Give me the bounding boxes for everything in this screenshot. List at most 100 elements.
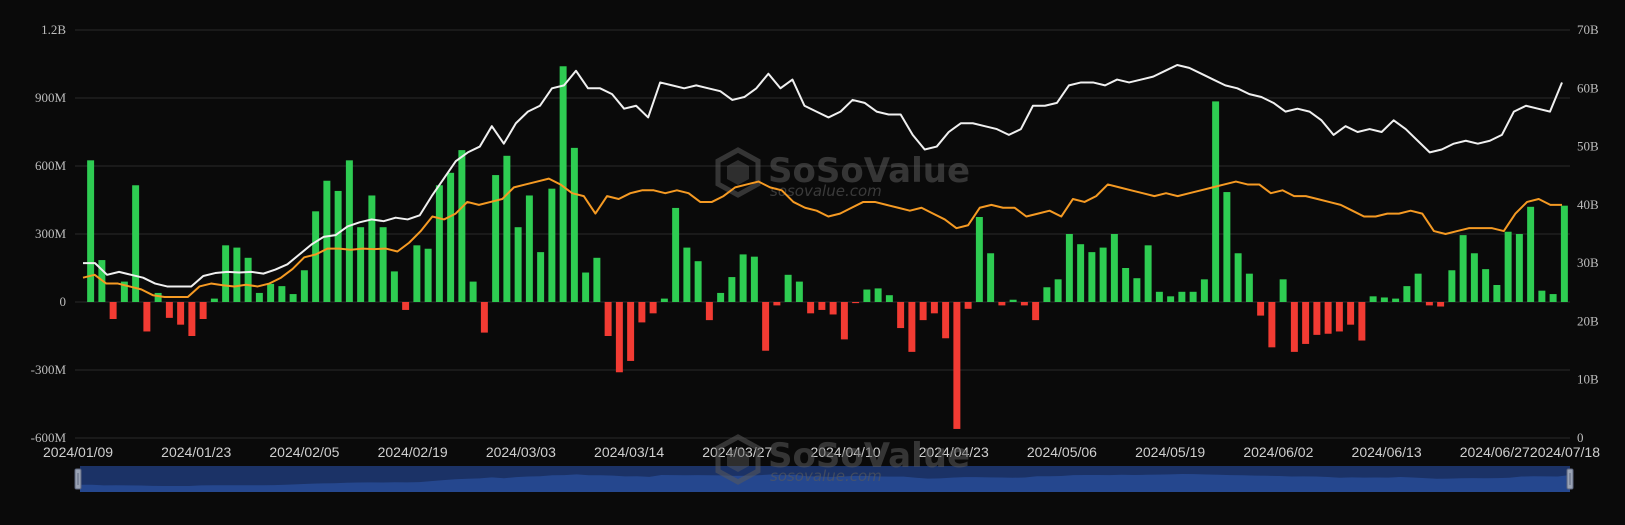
outflow-bar — [480, 302, 488, 333]
inflow-bar — [1178, 291, 1186, 302]
line-series — [82, 63, 1563, 298]
inflow-bar — [593, 257, 601, 302]
outflow-bar — [705, 302, 713, 321]
right-tick-label: 40B — [1577, 197, 1599, 212]
outflow-bar — [1302, 302, 1310, 344]
navigator-left-handle[interactable] — [74, 468, 82, 490]
inflow-bar — [1549, 294, 1557, 302]
x-tick-label: 2024/06/27 — [1460, 444, 1530, 460]
outflow-bar — [1290, 302, 1298, 352]
inflow-bar — [87, 160, 95, 302]
inflow-bar — [1234, 253, 1242, 302]
outflow-bar — [942, 302, 950, 339]
inflow-bar — [1403, 286, 1411, 302]
inflow-bar — [424, 248, 432, 302]
outflow-bar — [1313, 302, 1321, 335]
outflow-bar — [1268, 302, 1276, 348]
right-tick-label: 50B — [1577, 139, 1599, 154]
inflow-bar — [795, 281, 803, 302]
inflow-bar — [1065, 234, 1073, 302]
inflow-bar — [278, 286, 286, 302]
outflow-bar — [165, 302, 173, 318]
inflow-bar — [244, 257, 252, 302]
inflow-bar — [1099, 247, 1107, 302]
outflow-bar — [402, 302, 410, 310]
inflow-bar — [1459, 235, 1467, 302]
range-navigator[interactable] — [74, 466, 1574, 492]
watermark-site-bottom: sosovalue.com — [770, 467, 882, 485]
x-tick-label: 2024/03/14 — [594, 444, 664, 460]
inflow-bar — [300, 270, 308, 302]
inflow-bar — [1088, 252, 1096, 302]
inflow-bar — [1212, 101, 1220, 303]
flow-bars — [87, 66, 1568, 429]
outflow-bar — [649, 302, 657, 314]
inflow-bar — [683, 247, 691, 302]
inflow-bar — [1133, 278, 1141, 302]
left-tick-label: 0 — [60, 294, 67, 309]
inflow-bar — [210, 298, 218, 302]
inflow-bar — [548, 188, 556, 302]
left-axis: 1.2B 900M 600M 300M 0 -300M -600M — [31, 22, 67, 445]
inflow-bar — [267, 283, 275, 302]
inflow-bar — [1279, 279, 1287, 302]
right-tick-label: 10B — [1577, 372, 1599, 387]
navigator-right-handle[interactable] — [1566, 468, 1574, 490]
outflow-bar — [818, 302, 826, 310]
inflow-bar — [1122, 268, 1130, 302]
inflow-bar — [874, 288, 882, 302]
outflow-bar — [1425, 302, 1433, 306]
outflow-bar — [627, 302, 635, 361]
inflow-bar — [1482, 269, 1490, 302]
inflow-bar — [694, 261, 702, 302]
inflow-bar — [1144, 245, 1152, 302]
watermark-brand-bottom: SoSoValue — [768, 436, 970, 476]
right-axis: 70B 60B 50B 40B 30B 20B 10B 0 — [1577, 22, 1599, 445]
inflow-bar — [784, 274, 792, 302]
inflow-bar — [1369, 296, 1377, 302]
outflow-bar — [897, 302, 905, 329]
inflow-bar — [739, 254, 747, 302]
inflow-bar — [1515, 234, 1523, 302]
inflow-bar — [469, 281, 477, 302]
inflow-bar — [334, 190, 342, 302]
x-tick-label: 2024/04/10 — [810, 444, 880, 460]
inflow-bar — [233, 247, 241, 302]
outflow-bar — [1032, 302, 1040, 321]
inflow-bar — [312, 211, 320, 302]
left-tick-label: -600M — [31, 430, 67, 445]
outflow-bar — [109, 302, 117, 319]
outflow-bar — [1437, 302, 1445, 307]
navigator-area — [80, 474, 1570, 492]
inflow-bar — [435, 185, 443, 302]
outflow-bar — [199, 302, 207, 319]
outflow-bar — [1347, 302, 1355, 325]
inflow-bar — [154, 292, 162, 302]
outflow-bar — [998, 302, 1006, 306]
inflow-bar — [1527, 206, 1535, 302]
x-tick-label: 2024/01/09 — [43, 444, 113, 460]
left-tick-label: 1.2B — [41, 22, 66, 37]
x-tick-label: 2024/03/03 — [486, 444, 556, 460]
inflow-bar — [357, 227, 365, 302]
sosovalue-logo-icon-bottom — [715, 434, 761, 485]
inflow-bar — [345, 160, 353, 302]
outflow-bar — [143, 302, 151, 332]
inflow-bar — [1392, 298, 1400, 302]
inflow-bar — [289, 294, 297, 302]
outflow-bar — [852, 302, 860, 304]
inflow-bar — [525, 195, 533, 302]
inflow-bar — [1560, 205, 1568, 302]
left-tick-label: 300M — [35, 226, 67, 241]
inflow-bar — [885, 295, 893, 302]
inflow-bar — [672, 207, 680, 302]
inflow-bar — [390, 271, 398, 302]
outflow-bar — [177, 302, 185, 325]
outflow-bar — [919, 302, 927, 321]
inflow-bar — [1155, 291, 1163, 302]
x-tick-label: 2024/07/18 — [1530, 444, 1600, 460]
watermark-brand: SoSoValue — [768, 151, 970, 191]
outflow-bar — [908, 302, 916, 352]
outflow-bar — [773, 302, 781, 306]
